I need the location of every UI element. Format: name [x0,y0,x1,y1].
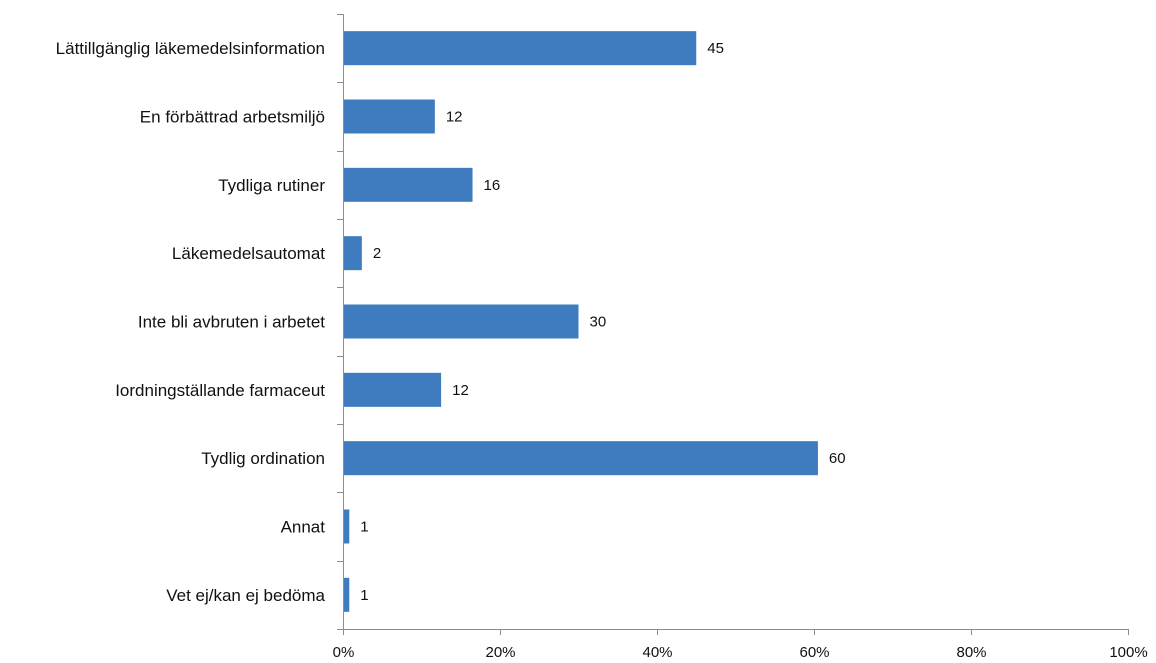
axes-layer [337,14,1129,635]
bar [343,577,350,612]
x-tick-label: 100% [1109,644,1147,661]
category-label: Lättillgänglig läkemedelsinformation [56,39,325,58]
category-label: Iordningställande farmaceut [115,381,325,400]
bar [343,509,350,544]
category-label: Inte bli avbruten i arbetet [138,313,325,332]
data-label: 30 [590,314,607,331]
category-label: Tydlig ordination [201,449,325,468]
category-label: Vet ej/kan ej bedöma [166,586,325,605]
data-label: 16 [484,177,501,194]
category-label: Annat [281,518,326,537]
x-tick-label: 0% [333,644,355,661]
data-label: 12 [452,382,469,399]
bars-layer [343,31,818,612]
x-tick-label: 20% [485,644,515,661]
data-label: 1 [360,587,368,604]
x-tick-label: 80% [956,644,986,661]
bar [343,167,473,202]
data-label: 45 [707,40,724,57]
category-label: Tydliga rutiner [218,176,325,195]
data-label: 1 [360,519,368,536]
bar [343,31,697,66]
x-tick-label: 60% [799,644,829,661]
category-label: Läkemedelsautomat [172,244,325,263]
x-tick-label: 40% [642,644,672,661]
bar [343,236,362,271]
labels-layer: Lättillgänglig läkemedelsinformation 45 En… [56,39,1148,661]
bar [343,99,435,134]
data-label: 60 [829,450,846,467]
category-label: En förbättrad arbetsmiljö [140,108,325,127]
bar [343,372,442,407]
data-label: 2 [373,245,381,262]
bar [343,441,818,476]
bar [343,304,579,339]
data-label: 12 [446,109,463,126]
